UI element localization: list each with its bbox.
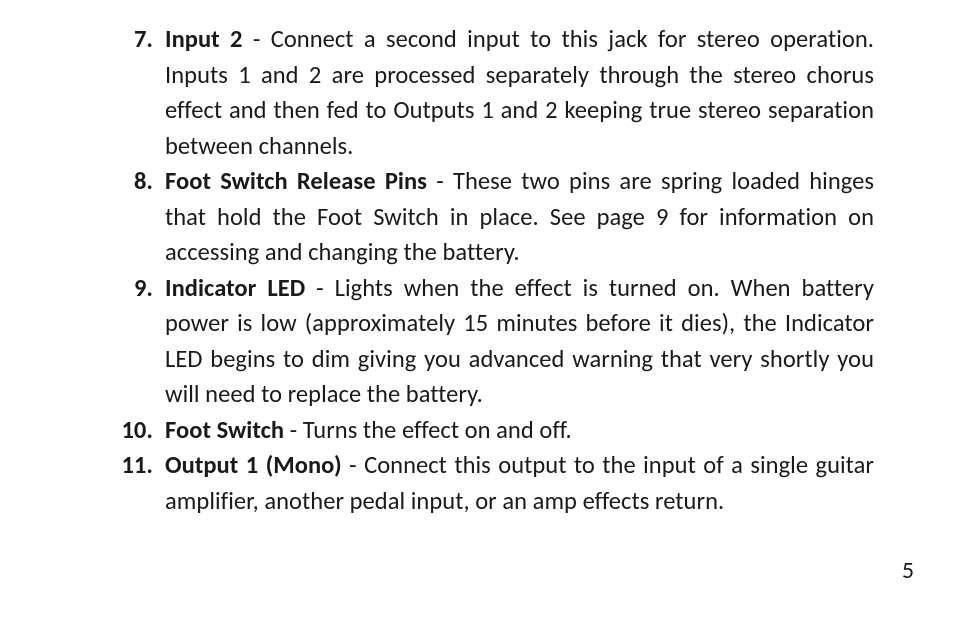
item-body: Input 2 - Connect a second input to this… <box>165 22 874 164</box>
item-title: Input 2 <box>165 24 243 54</box>
item-title: Foot Switch Release Pins <box>165 166 427 196</box>
item-body: Indicator LED - Lights when the effect i… <box>165 271 874 413</box>
feature-list: 7. Input 2 - Connect a second input to t… <box>95 22 874 519</box>
item-number: 11. <box>95 448 165 484</box>
list-item: 7. Input 2 - Connect a second input to t… <box>95 22 874 164</box>
list-item: 11. Output 1 (Mono) - Connect this outpu… <box>95 448 874 519</box>
item-body: Output 1 (Mono) - Connect this output to… <box>165 448 874 519</box>
item-number: 9. <box>95 271 165 307</box>
item-title: Foot Switch <box>165 415 284 445</box>
item-text: - Turns the effect on and off. <box>284 415 572 445</box>
item-body: Foot Switch - Turns the effect on and of… <box>165 413 874 449</box>
item-number: 8. <box>95 164 165 200</box>
item-title: Output 1 (Mono) <box>165 450 349 480</box>
item-body: Foot Switch Release Pins - These two pin… <box>165 164 874 271</box>
item-title: Indicator LED <box>165 273 305 303</box>
list-item: 10. Foot Switch - Turns the effect on an… <box>95 413 874 449</box>
manual-page: 7. Input 2 - Connect a second input to t… <box>0 0 954 621</box>
page-number: 5 <box>902 556 914 585</box>
item-text: - Connect a second input to this jack fo… <box>165 24 874 161</box>
list-item: 8. Foot Switch Release Pins - These two … <box>95 164 874 271</box>
item-number: 10. <box>95 413 165 449</box>
list-item: 9. Indicator LED - Lights when the effec… <box>95 271 874 413</box>
item-number: 7. <box>95 22 165 58</box>
